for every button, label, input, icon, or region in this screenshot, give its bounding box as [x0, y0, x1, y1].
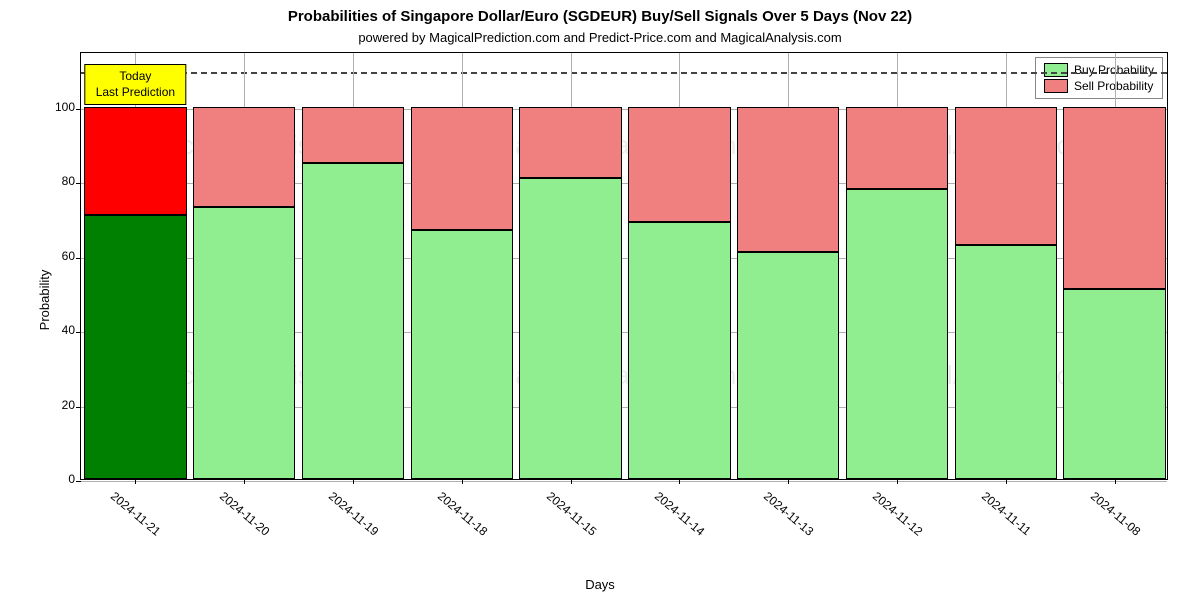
sell-bar	[955, 107, 1057, 245]
sell-bar	[846, 107, 948, 189]
xtick-label: 2024-11-11	[979, 489, 1034, 538]
chart-figure: Probabilities of Singapore Dollar/Euro (…	[0, 0, 1200, 600]
xtick-mark	[1006, 479, 1007, 484]
xtick-mark	[244, 479, 245, 484]
buy-bar	[519, 178, 621, 479]
ytick-label: 100	[55, 100, 75, 114]
x-axis-label: Days	[585, 577, 615, 592]
sell-bar	[1063, 107, 1165, 289]
buy-bar	[84, 215, 186, 479]
xtick-label: 2024-11-12	[870, 489, 925, 539]
buy-bar	[737, 252, 839, 479]
xtick-mark	[571, 479, 572, 484]
bar-group	[955, 53, 1057, 479]
xtick-label: 2024-11-15	[544, 489, 599, 539]
buy-bar	[1063, 289, 1165, 479]
ytick-mark	[76, 183, 81, 184]
sell-bar	[302, 107, 404, 163]
buy-bar	[846, 189, 948, 479]
xtick-mark	[135, 479, 136, 484]
bar-group	[193, 53, 295, 479]
bar-group	[1063, 53, 1165, 479]
xtick-label: 2024-11-14	[652, 489, 707, 539]
ytick-mark	[76, 407, 81, 408]
ytick-mark	[76, 332, 81, 333]
ytick-mark	[76, 258, 81, 259]
bar-group	[628, 53, 730, 479]
bar-group	[411, 53, 513, 479]
sell-bar	[737, 107, 839, 252]
ytick-label: 20	[62, 398, 75, 412]
ytick-label: 80	[62, 174, 75, 188]
ytick-mark	[76, 481, 81, 482]
bar-group	[737, 53, 839, 479]
xtick-label: 2024-11-13	[761, 489, 816, 539]
buy-bar	[411, 230, 513, 479]
xtick-label: 2024-11-08	[1088, 489, 1143, 539]
xtick-mark	[788, 479, 789, 484]
buy-bar	[302, 163, 404, 479]
bar-group	[846, 53, 948, 479]
annotation-line1: Today	[96, 69, 175, 85]
today-annotation: TodayLast Prediction	[85, 64, 186, 105]
ytick-label: 60	[62, 249, 75, 263]
bar-group	[519, 53, 621, 479]
sell-bar	[84, 107, 186, 215]
annotation-line2: Last Prediction	[96, 85, 175, 101]
xtick-mark	[353, 479, 354, 484]
buy-bar	[193, 207, 295, 479]
chart-subtitle: powered by MagicalPrediction.com and Pre…	[0, 30, 1200, 45]
sell-bar	[519, 107, 621, 178]
buy-bar	[628, 222, 730, 479]
ytick-label: 40	[62, 323, 75, 337]
xtick-mark	[462, 479, 463, 484]
xtick-label: 2024-11-18	[435, 489, 490, 539]
y-axis-label: Probability	[37, 270, 52, 331]
ytick-mark	[76, 109, 81, 110]
plot-area: Buy Probability Sell Probability 0204060…	[80, 52, 1168, 480]
xtick-label: 2024-11-20	[217, 489, 272, 539]
xtick-label: 2024-11-19	[326, 489, 381, 539]
chart-title: Probabilities of Singapore Dollar/Euro (…	[0, 8, 1200, 25]
xtick-mark	[1115, 479, 1116, 484]
buy-bar	[955, 245, 1057, 479]
bar-group	[302, 53, 404, 479]
sell-bar	[193, 107, 295, 207]
xtick-mark	[679, 479, 680, 484]
xtick-mark	[897, 479, 898, 484]
ytick-label: 0	[68, 472, 75, 486]
sell-bar	[411, 107, 513, 230]
xtick-label: 2024-11-21	[108, 489, 163, 539]
bar-group	[84, 53, 186, 479]
sell-bar	[628, 107, 730, 222]
